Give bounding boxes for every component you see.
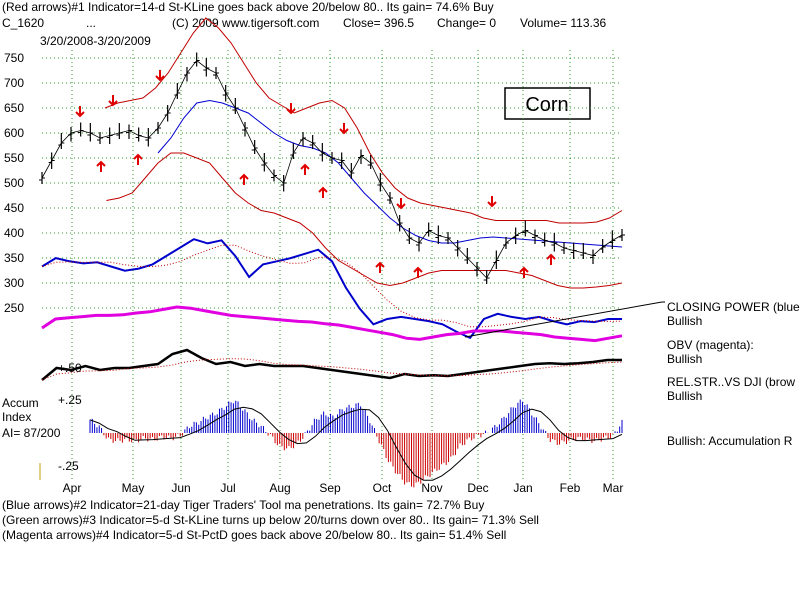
red-arrow-down (155, 70, 165, 82)
accum-label: Accum (2, 396, 39, 410)
closing-power-pointer (464, 301, 663, 338)
x-tick-Aug: Aug (269, 481, 290, 495)
red-arrow-up (546, 253, 556, 265)
y-tick-600: 600 (4, 126, 24, 140)
x-tick-May: May (122, 481, 145, 495)
y-tick-500: 500 (4, 176, 24, 190)
y-tick-300: 300 (4, 276, 24, 290)
title-box (504, 87, 591, 120)
red-arrow-up (413, 266, 423, 278)
y-tick-250: 250 (4, 301, 24, 315)
red-arrow-down (75, 106, 85, 118)
change-value: Change= 0 (437, 16, 496, 30)
volume-value: Volume= 113.36 (520, 16, 607, 30)
red-arrow-up (519, 266, 529, 278)
x-tick-Sep: Sep (319, 481, 341, 495)
ai-label: AI= 87/200 (2, 426, 61, 440)
title-text: Corn (525, 94, 568, 116)
date-range: 3/20/2008-3/20/2009 (40, 34, 151, 48)
x-tick-Mar: Mar (603, 481, 624, 495)
closing-power-line (41, 238, 622, 340)
relstr-label: REL.STR..VS DJI (brow (667, 375, 795, 389)
y-tick-650: 650 (4, 101, 24, 115)
index-label: Index (2, 410, 31, 424)
copyright: (C) 2009 www.tigersoft.com (172, 16, 319, 30)
x-tick-Jun: Jun (171, 481, 190, 495)
closing-power-status: Bullish (667, 314, 702, 328)
red-arrow-up (300, 163, 310, 175)
y-tick-450: 450 (4, 201, 24, 215)
accum-top-tick: +.25 (58, 393, 82, 407)
header-dots: ... (86, 16, 96, 30)
signal-arrows (75, 70, 556, 278)
red-arrow-up (96, 160, 106, 172)
x-tick-labels: Apr May Jun Jul Aug Sep Oct Nov Dec Jan Feb Mar (63, 481, 624, 495)
footer-line2: (Green arrows)#3 Indicator=5-d St-KLine … (2, 513, 539, 527)
y-tick-700: 700 (4, 76, 24, 90)
red-arrow-up (375, 261, 385, 273)
x-tick-Jan: Jan (513, 481, 532, 495)
accum-bottom-tick: -.25 (58, 459, 79, 473)
y-tick-550: 550 (4, 151, 24, 165)
x-tick-Nov: Nov (421, 481, 442, 495)
closing-power-layer (41, 238, 623, 340)
relstr-tick-label: +.50 (58, 361, 82, 375)
close-value: Close= 396.5 (343, 16, 414, 30)
footer-line3: (Magenta arrows)#4 Indicator=5-d St-PctD… (2, 528, 506, 542)
x-tick-Oct: Oct (373, 481, 392, 495)
red-arrow-down (286, 103, 296, 115)
y-tick-400: 400 (4, 226, 24, 240)
accum-summary: Bullish: Accumulation R (667, 434, 793, 448)
obv-line (41, 305, 623, 343)
y-tick-350: 350 (4, 251, 24, 265)
relstr-line (41, 348, 622, 381)
red-arrow-down (396, 198, 406, 210)
footer-line1: (Blue arrows)#2 Indicator=21-day Tiger T… (2, 498, 484, 512)
x-tick-Apr: Apr (63, 481, 82, 495)
y-tick-labels: 750 700 650 600 550 500 450 400 350 300 250 (4, 51, 24, 315)
x-tick-Dec: Dec (467, 481, 488, 495)
header-line1: (Red arrows)#1 Indicator=14-d St-KLine g… (2, 0, 494, 14)
red-arrow-up (133, 153, 143, 165)
upper-band-line (104, 17, 623, 224)
relstr-status: Bullish (667, 389, 702, 403)
lower-band-line (106, 152, 623, 289)
y-tick-750: 750 (4, 51, 24, 65)
obv-label: OBV (magenta): (667, 338, 754, 352)
red-arrow-down (487, 196, 497, 208)
relstr-ma (41, 358, 623, 381)
red-arrow-down (108, 95, 118, 107)
red-arrow-up (318, 186, 328, 198)
x-tick-Feb: Feb (560, 481, 581, 495)
red-arrow-down (339, 123, 349, 135)
relstr-layer (41, 348, 623, 381)
obv-layer (41, 305, 623, 343)
red-arrow-up (239, 173, 249, 185)
symbol: C_1620 (2, 16, 44, 30)
x-tick-Jul: Jul (220, 481, 235, 495)
price-close-line (41, 59, 623, 279)
closing-power-label: CLOSING POWER (blue (667, 300, 800, 314)
price-bars (39, 52, 625, 284)
accum-layer (89, 399, 623, 488)
accum-ma-line (89, 406, 623, 481)
obv-status: Bullish (667, 352, 702, 366)
